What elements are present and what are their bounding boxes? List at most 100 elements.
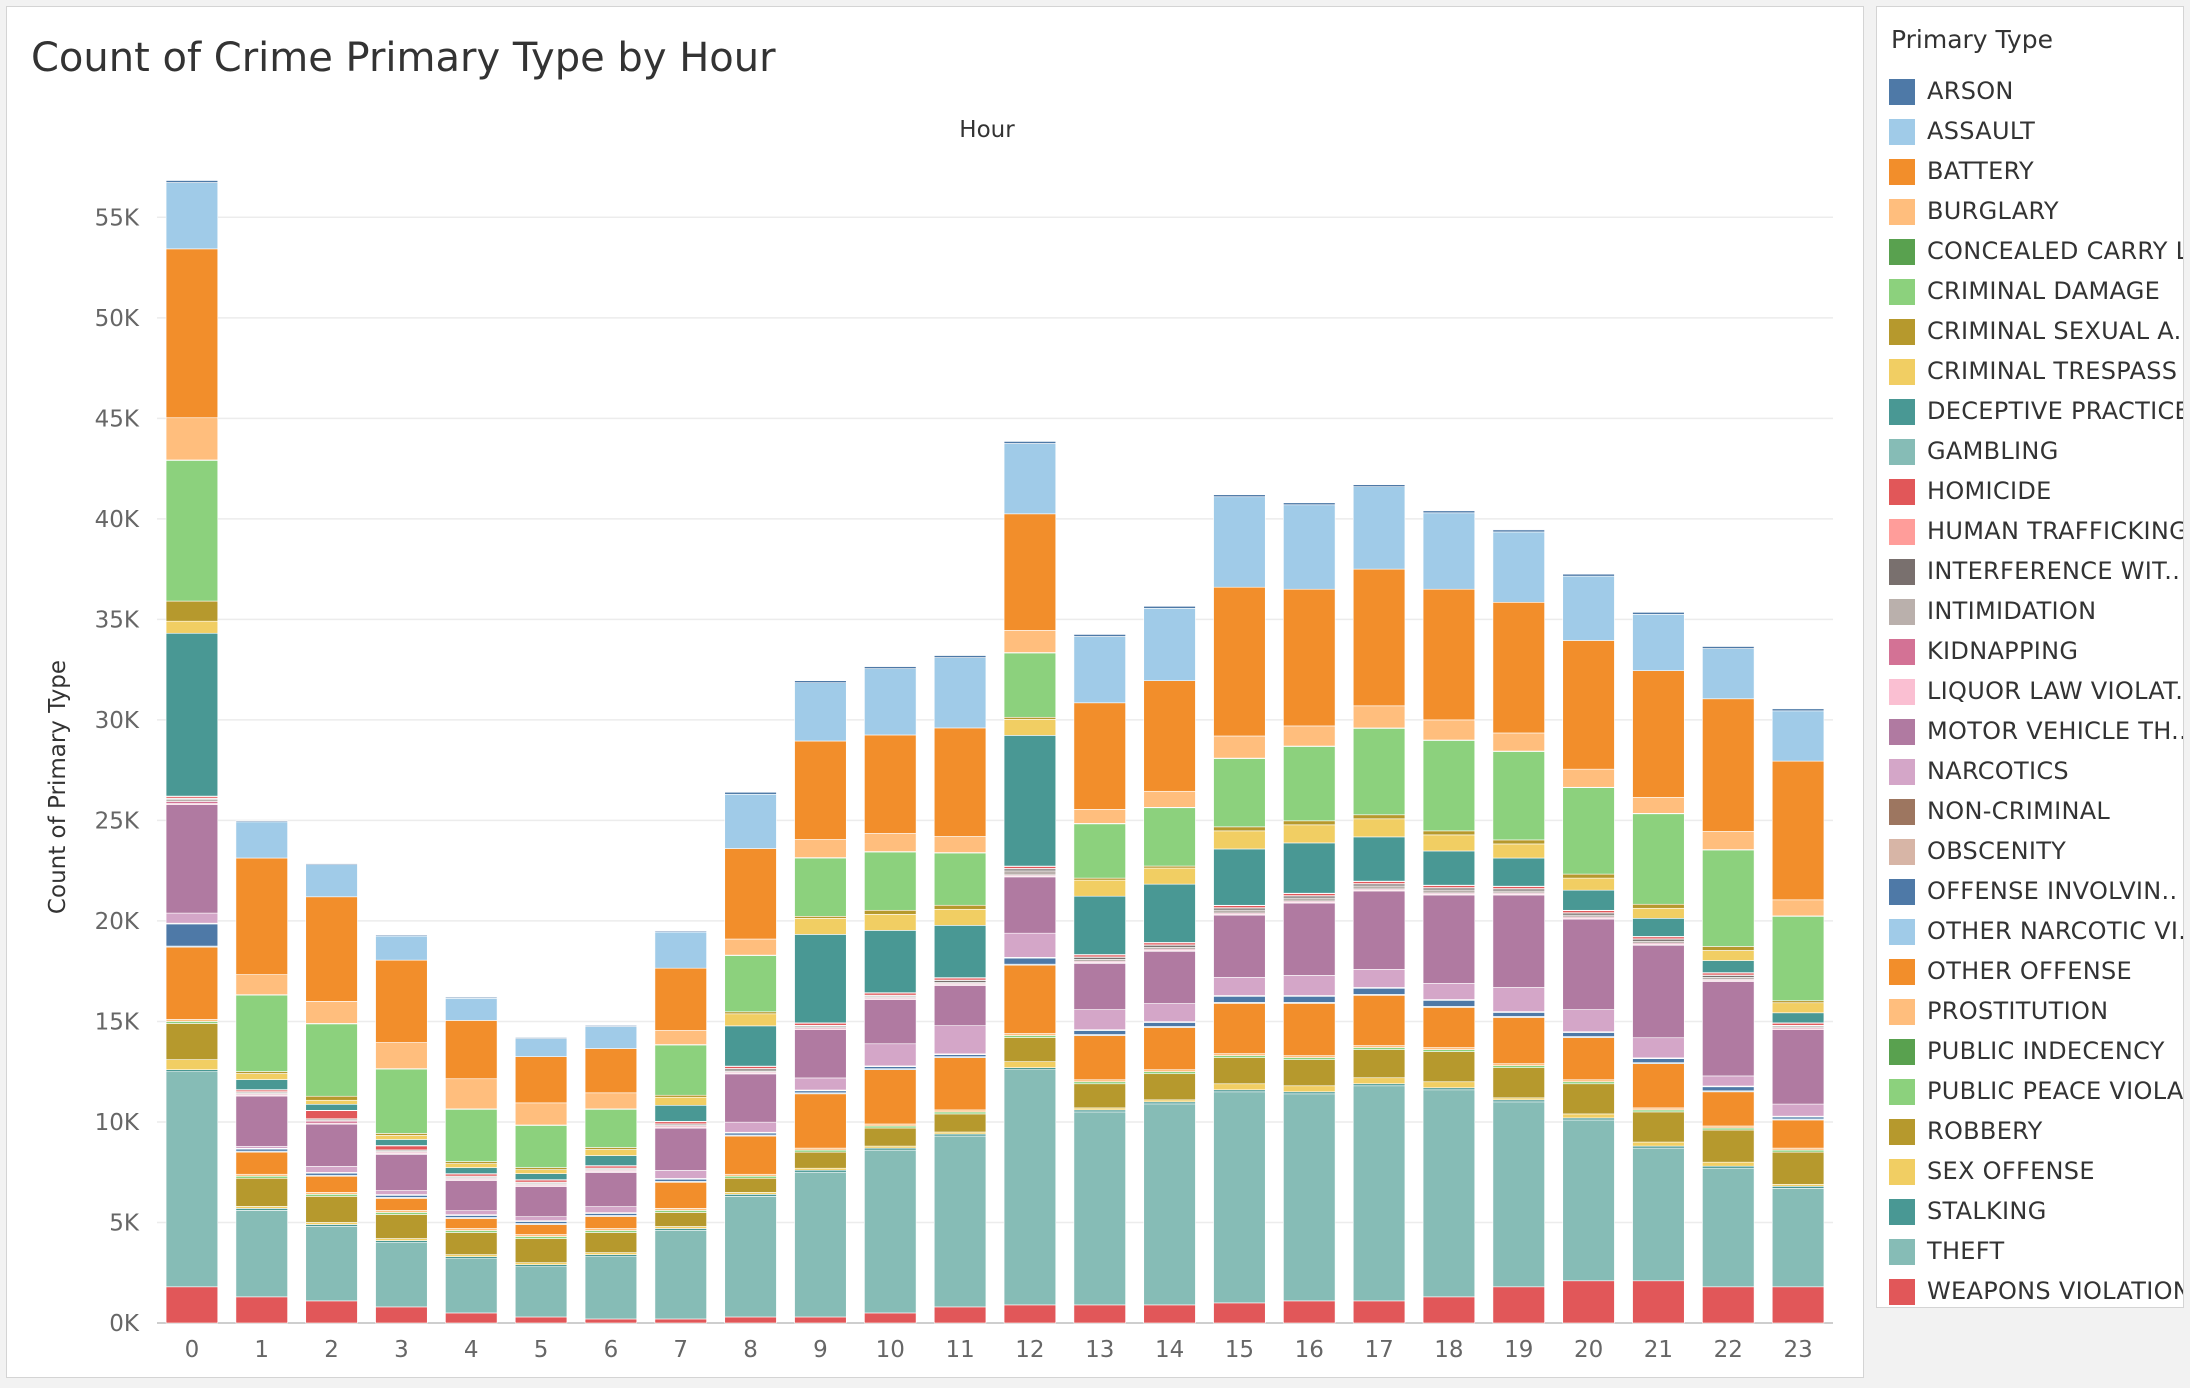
bar-segment[interactable] <box>1492 1099 1545 1103</box>
bar-segment[interactable] <box>165 801 219 804</box>
bar-segment[interactable] <box>445 1228 498 1231</box>
bar-segment[interactable] <box>1562 1117 1615 1121</box>
bar-segment[interactable] <box>864 1145 917 1149</box>
bar-segment[interactable] <box>1352 728 1406 816</box>
bar-segment[interactable] <box>1422 1089 1476 1298</box>
bar-segment[interactable] <box>1213 1053 1266 1056</box>
bar-segment[interactable] <box>1422 1051 1476 1083</box>
bar-segment[interactable] <box>1422 834 1476 852</box>
bar-segment[interactable] <box>724 938 777 956</box>
bar-segment[interactable] <box>1562 787 1615 875</box>
bar-segment[interactable] <box>1283 746 1336 822</box>
bar-segment[interactable] <box>864 734 917 834</box>
bar-segment[interactable] <box>1422 510 1476 514</box>
bar-segment[interactable] <box>1003 1069 1057 1306</box>
bar-segment[interactable] <box>1283 1055 1336 1058</box>
bar-segment[interactable] <box>305 1120 358 1124</box>
bar-segment[interactable] <box>584 1026 638 1049</box>
bar-segment[interactable] <box>514 1266 568 1318</box>
bar-segment[interactable] <box>933 1306 987 1324</box>
bar-segment[interactable] <box>654 1178 707 1182</box>
bar-segment[interactable] <box>165 1069 219 1073</box>
bar-segment[interactable] <box>1352 1077 1406 1085</box>
bar-segment[interactable] <box>1632 612 1685 615</box>
bar-segment[interactable] <box>724 1196 777 1318</box>
bar-segment[interactable] <box>864 909 917 915</box>
bar-segment[interactable] <box>1283 1085 1336 1093</box>
bar-segment[interactable] <box>1283 820 1336 826</box>
bar-segment[interactable] <box>654 1226 707 1229</box>
bar-segment[interactable] <box>584 1256 638 1320</box>
bar-segment[interactable] <box>445 1109 498 1162</box>
bar-segment[interactable] <box>654 1104 707 1122</box>
bar-segment[interactable] <box>1771 899 1825 917</box>
bar-segment[interactable] <box>1283 502 1336 506</box>
bar-segment[interactable] <box>864 1123 917 1127</box>
bar-segment[interactable] <box>1492 1017 1545 1064</box>
bar-segment[interactable] <box>1073 1081 1126 1085</box>
bar-segment[interactable] <box>654 1212 707 1227</box>
bar-segment[interactable] <box>445 1258 498 1314</box>
bar-segment[interactable] <box>1213 1057 1266 1085</box>
bar-segment[interactable] <box>1422 894 1476 984</box>
bar-segment[interactable] <box>375 1139 428 1146</box>
bar-segment[interactable] <box>724 1132 777 1136</box>
bar-segment[interactable] <box>1073 634 1126 637</box>
bar-segment[interactable] <box>1632 907 1685 919</box>
bar-segment[interactable] <box>165 923 219 947</box>
bar-segment[interactable] <box>1562 1119 1615 1282</box>
bar-segment[interactable] <box>445 1078 498 1110</box>
bar-segment[interactable] <box>235 1173 288 1177</box>
bar-segment[interactable] <box>724 1013 777 1027</box>
bar-segment[interactable] <box>1492 1065 1545 1068</box>
bar-segment[interactable] <box>794 680 847 684</box>
bar-segment[interactable] <box>1562 1009 1615 1033</box>
bar-segment[interactable] <box>1283 842 1336 894</box>
bar-segment[interactable] <box>1003 870 1057 876</box>
bar-segment[interactable] <box>1492 529 1545 533</box>
bar-segment[interactable] <box>864 1069 917 1125</box>
bar-segment[interactable] <box>1702 975 1755 978</box>
bar-segment[interactable] <box>165 248 219 419</box>
legend-item[interactable]: CONCEALED CARRY L.. <box>1889 233 2183 273</box>
bar-segment[interactable] <box>1143 1073 1196 1101</box>
bar-segment[interactable] <box>1283 504 1336 590</box>
bar-segment[interactable] <box>1492 890 1545 894</box>
bar-segment[interactable] <box>794 1167 847 1171</box>
bar-segment[interactable] <box>1003 735 1057 867</box>
bar-segment[interactable] <box>375 1210 428 1213</box>
bar-segment[interactable] <box>235 1206 288 1209</box>
bar-segment[interactable] <box>584 1206 638 1213</box>
bar-segment[interactable] <box>1073 1107 1126 1111</box>
bar-segment[interactable] <box>794 1090 847 1094</box>
bar-segment[interactable] <box>1632 813 1685 905</box>
bar-segment[interactable] <box>1213 1083 1266 1091</box>
bar-segment[interactable] <box>584 1109 638 1148</box>
bar-segment[interactable] <box>1771 710 1825 762</box>
bar-segment[interactable] <box>514 1102 568 1126</box>
bar-segment[interactable] <box>1003 876 1057 934</box>
legend-item[interactable]: PUBLIC PEACE VIOLA.. <box>1889 1073 2183 1113</box>
bar-segment[interactable] <box>1213 905 1266 908</box>
bar-segment[interactable] <box>864 1147 917 1151</box>
bar-segment[interactable] <box>1632 796 1685 814</box>
legend-item[interactable]: HOMICIDE <box>1889 473 2183 513</box>
bar-segment[interactable] <box>864 930 917 994</box>
bar-segment[interactable] <box>1073 1035 1126 1081</box>
bar-segment[interactable] <box>235 1079 288 1090</box>
bar-segment[interactable] <box>654 1228 707 1231</box>
bar-segment[interactable] <box>1702 648 1755 700</box>
bar-segment[interactable] <box>375 1212 428 1215</box>
bar-segment[interactable] <box>584 1254 638 1257</box>
bar-segment[interactable] <box>1143 1103 1196 1306</box>
bar-segment[interactable] <box>654 1210 707 1213</box>
bar-segment[interactable] <box>165 417 219 461</box>
legend-item[interactable]: CRIMINAL DAMAGE <box>1889 273 2183 313</box>
bar-segment[interactable] <box>1562 877 1615 891</box>
bar-segment[interactable] <box>1073 954 1126 958</box>
legend-item[interactable]: NON-CRIMINAL <box>1889 793 2183 833</box>
bar-segment[interactable] <box>864 668 917 736</box>
bar-segment[interactable] <box>1213 826 1266 832</box>
legend-item[interactable]: PROSTITUTION <box>1889 993 2183 1033</box>
legend-item[interactable]: LIQUOR LAW VIOLAT.. <box>1889 673 2183 713</box>
